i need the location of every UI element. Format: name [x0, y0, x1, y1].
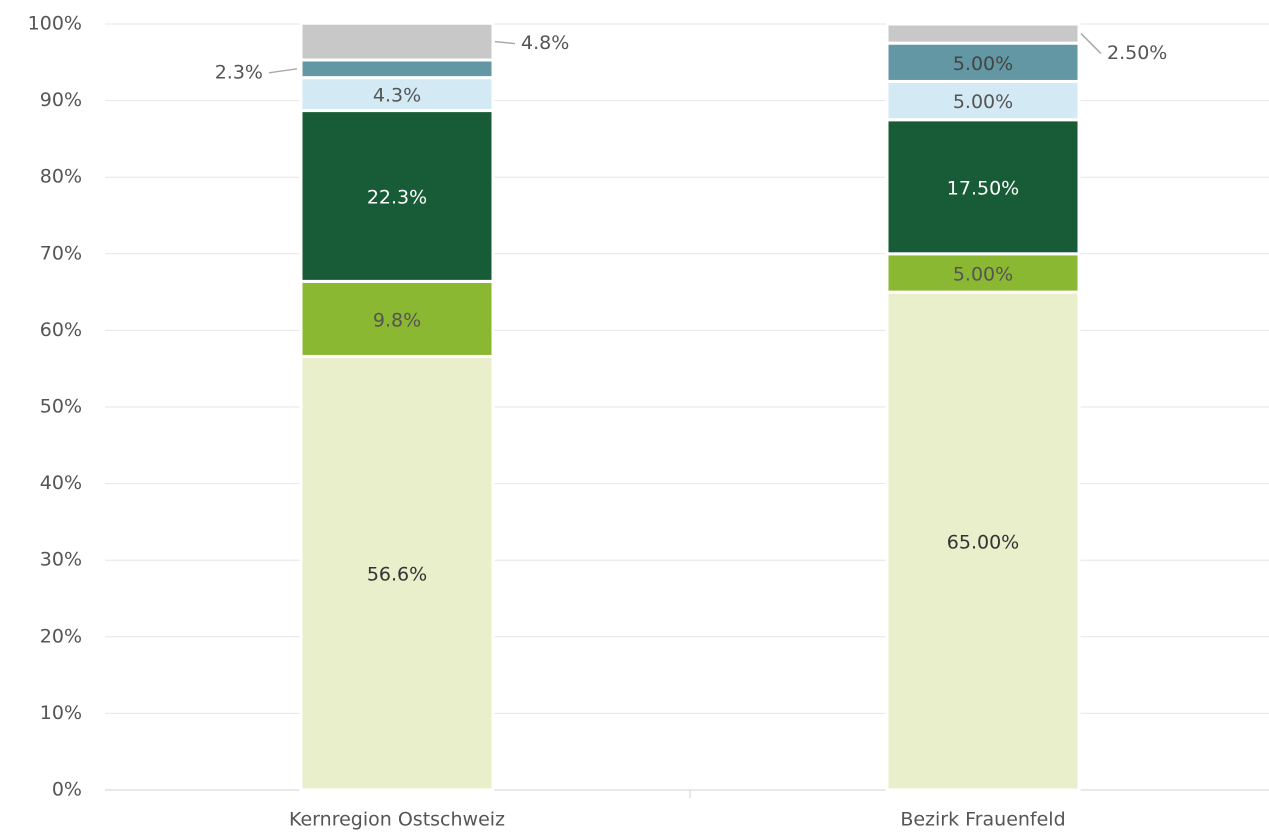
data-label: 2.50% [1107, 42, 1167, 64]
data-label: 65.00% [947, 532, 1019, 554]
bar-segment [299, 354, 495, 792]
y-tick-label: 60% [40, 319, 82, 341]
leader-line [268, 68, 298, 74]
y-tick-label: 20% [40, 625, 82, 647]
x-tick-label: Kernregion Ostschweiz [289, 809, 505, 831]
x-tick-label: Bezirk Frauenfeld [900, 809, 1065, 831]
bar-segment [885, 290, 1081, 792]
data-label: 5.00% [953, 263, 1013, 285]
y-tick-label: 40% [40, 472, 82, 494]
bar-segment [885, 118, 1081, 256]
y-tick-label: 90% [40, 89, 82, 111]
data-label: 9.8% [373, 309, 421, 331]
y-tick-label: 50% [40, 396, 82, 418]
data-label: 5.00% [953, 53, 1013, 75]
bar-segment [885, 79, 1081, 122]
data-label: 17.50% [947, 177, 1019, 199]
y-tick-label: 30% [40, 549, 82, 571]
data-label: 4.3% [373, 85, 421, 107]
data-label: 22.3% [367, 186, 427, 208]
y-tick-label: 100% [28, 13, 82, 35]
bar-segment [299, 21, 495, 62]
y-tick-label: 0% [52, 779, 82, 801]
data-label: 2.3% [215, 61, 263, 83]
leader-line [494, 40, 516, 45]
data-label: 5.00% [953, 91, 1013, 113]
data-label: 56.6% [367, 564, 427, 586]
y-tick-label: 80% [40, 166, 82, 188]
bar-segment [885, 252, 1081, 294]
data-label: 4.8% [521, 32, 569, 54]
leader-line [1080, 33, 1102, 55]
bar-segment [299, 58, 495, 80]
bar-segment [885, 22, 1081, 45]
y-tick-label: 70% [40, 242, 82, 264]
y-tick-label: 10% [40, 702, 82, 724]
